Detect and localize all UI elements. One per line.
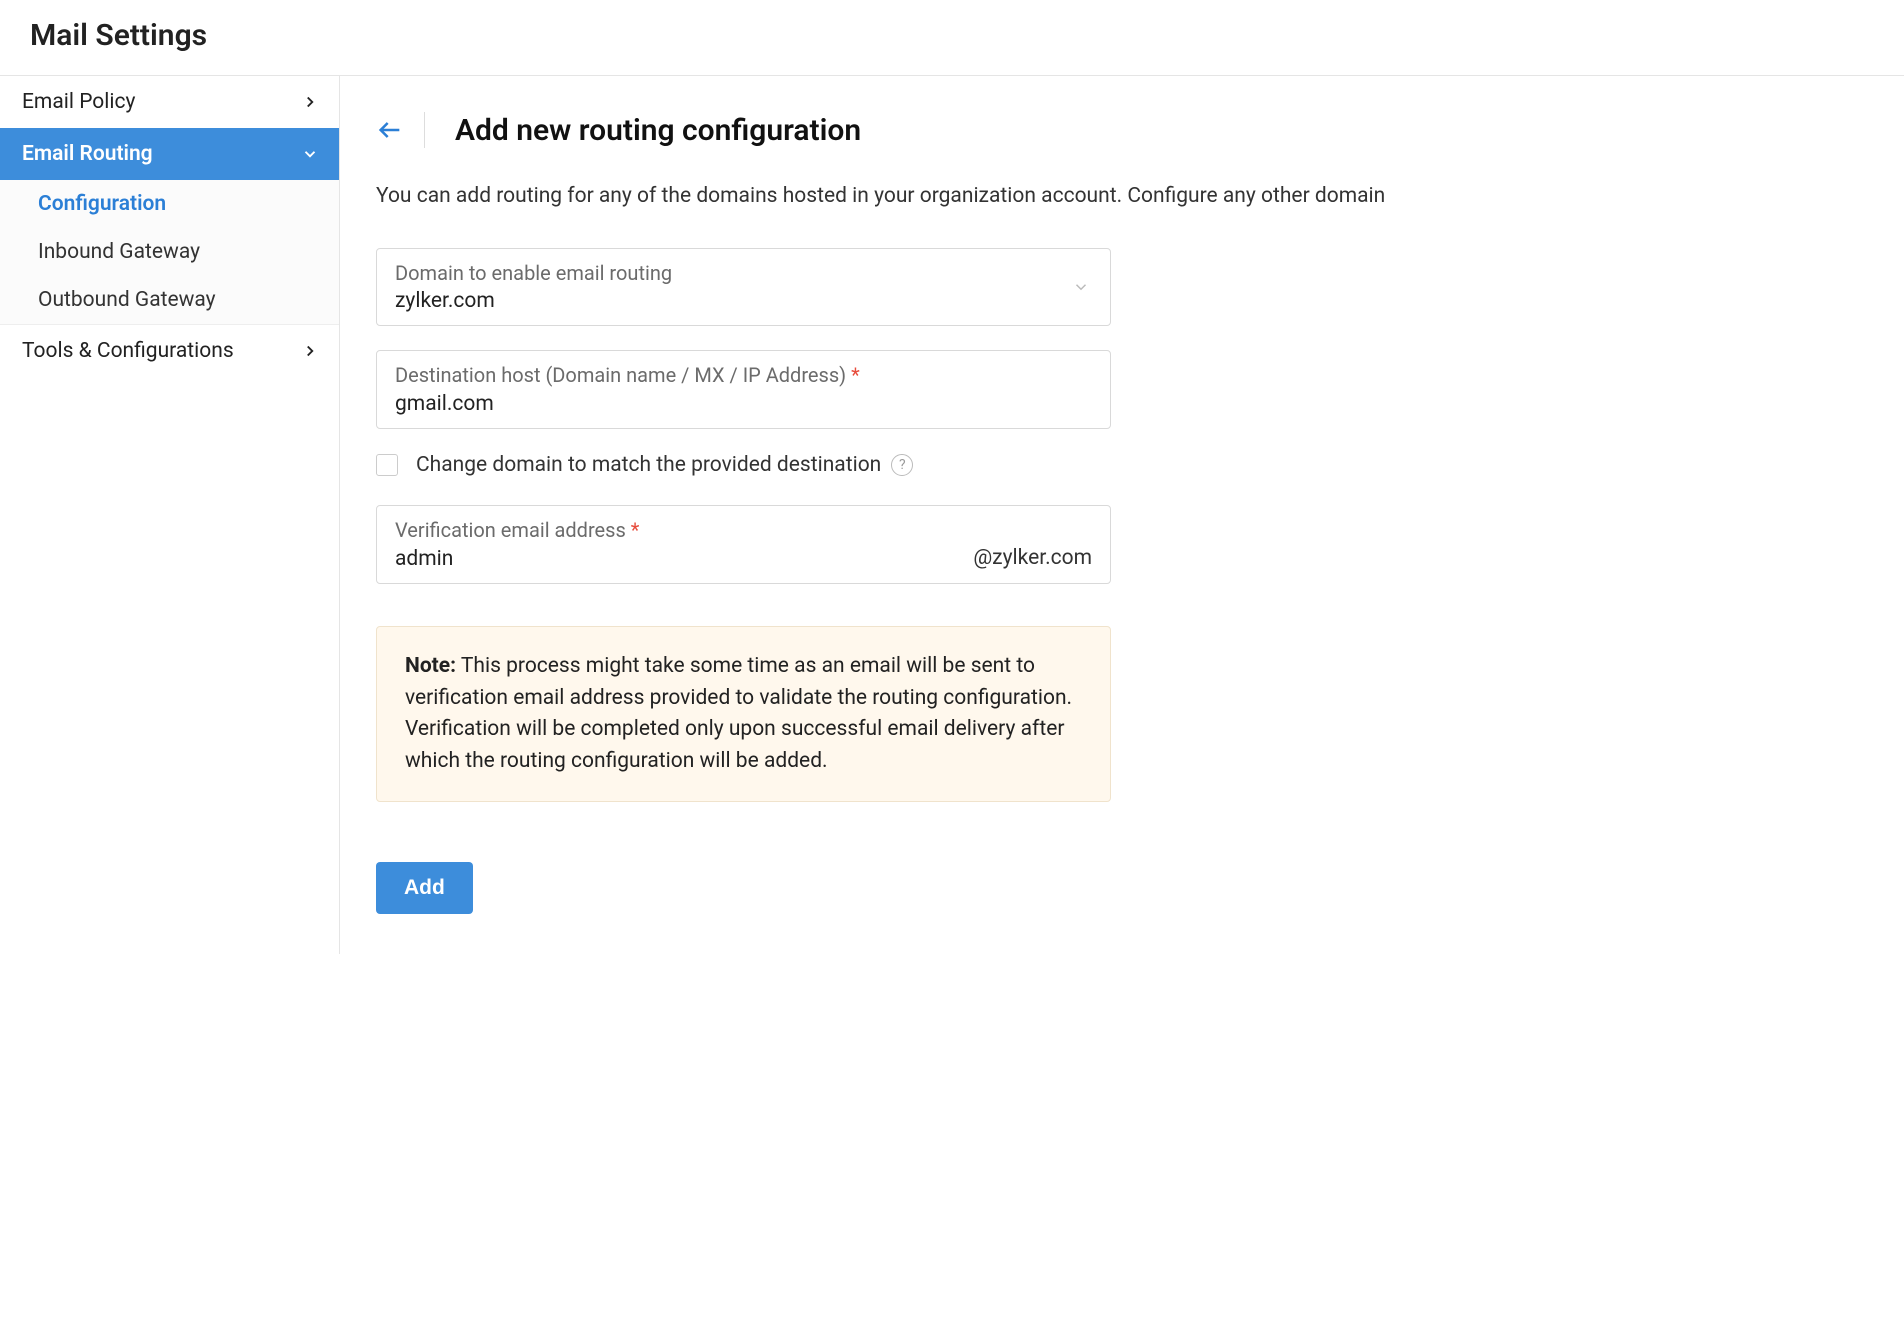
- sidebar-item-tools-configurations[interactable]: Tools & Configurations: [0, 325, 339, 377]
- sidebar-item-email-routing[interactable]: Email Routing: [0, 128, 339, 180]
- chevron-down-icon: [1072, 278, 1090, 296]
- verification-label-text: Verification email address: [395, 518, 626, 542]
- help-icon[interactable]: ?: [891, 454, 913, 476]
- domain-field-label: Domain to enable email routing: [395, 261, 1092, 285]
- domain-select-field[interactable]: Domain to enable email routing zylker.co…: [376, 248, 1111, 326]
- sidebar-item-label: Tools & Configurations: [22, 339, 234, 363]
- page-header: Mail Settings: [0, 0, 1904, 76]
- verification-left: Verification email address *: [395, 518, 963, 571]
- page-title-row: Add new routing configuration: [376, 112, 1540, 148]
- sidebar-item-label: Email Routing: [22, 142, 153, 166]
- chevron-right-icon: [301, 93, 319, 111]
- sidebar-subitem-configuration[interactable]: Configuration: [0, 180, 339, 228]
- sidebar-subnav-routing: Configuration Inbound Gateway Outbound G…: [0, 180, 339, 325]
- verification-field-label: Verification email address *: [395, 518, 963, 542]
- sidebar-subitem-inbound-gateway[interactable]: Inbound Gateway: [0, 228, 339, 276]
- page-main-title: Mail Settings: [30, 18, 1874, 53]
- change-domain-label: Change domain to match the provided dest…: [416, 453, 881, 477]
- page-description: You can add routing for any of the domai…: [376, 184, 1540, 208]
- sidebar-subitem-outbound-gateway[interactable]: Outbound Gateway: [0, 276, 339, 324]
- sidebar-subitem-label: Outbound Gateway: [38, 288, 216, 312]
- verification-email-suffix: @zylker.com: [963, 546, 1092, 571]
- sidebar-item-label: Email Policy: [22, 90, 135, 114]
- note-prefix: Note:: [405, 654, 456, 678]
- destination-field-label: Destination host (Domain name / MX / IP …: [395, 363, 1092, 387]
- back-arrow-icon[interactable]: [376, 116, 404, 144]
- change-domain-row: Change domain to match the provided dest…: [376, 453, 1540, 477]
- destination-label-text: Destination host (Domain name / MX / IP …: [395, 363, 846, 387]
- title-divider: [424, 112, 425, 148]
- chevron-down-icon: [301, 145, 319, 163]
- note-text: This process might take some time as an …: [405, 654, 1072, 773]
- required-indicator: *: [851, 363, 860, 387]
- verification-email-field[interactable]: Verification email address * @zylker.com: [376, 505, 1111, 584]
- sidebar-subitem-label: Configuration: [38, 192, 166, 216]
- sidebar: Email Policy Email Routing Configuration…: [0, 76, 340, 954]
- verification-email-input[interactable]: [395, 547, 963, 571]
- add-button[interactable]: Add: [376, 862, 473, 914]
- change-domain-checkbox[interactable]: [376, 454, 398, 476]
- domain-field-value: zylker.com: [395, 289, 1092, 313]
- destination-host-input[interactable]: [395, 392, 1092, 416]
- page-title: Add new routing configuration: [455, 113, 861, 148]
- note-box: Note: This process might take some time …: [376, 626, 1111, 802]
- sidebar-subitem-label: Inbound Gateway: [38, 240, 200, 264]
- chevron-right-icon: [301, 342, 319, 360]
- required-indicator: *: [631, 518, 640, 542]
- layout: Email Policy Email Routing Configuration…: [0, 76, 1904, 954]
- main-content: Add new routing configuration You can ad…: [340, 76, 1540, 954]
- sidebar-item-email-policy[interactable]: Email Policy: [0, 76, 339, 128]
- destination-host-field[interactable]: Destination host (Domain name / MX / IP …: [376, 350, 1111, 429]
